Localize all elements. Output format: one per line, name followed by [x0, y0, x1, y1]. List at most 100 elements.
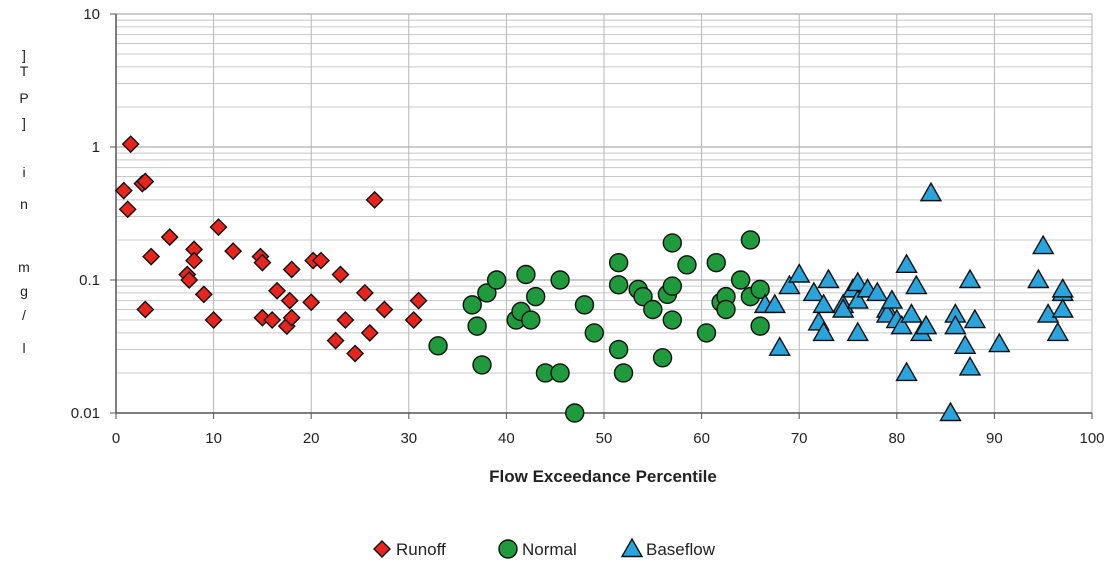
normal-point [521, 310, 541, 330]
baseflow-point [802, 281, 826, 302]
normal-point [706, 252, 726, 273]
baseflow-point [944, 314, 967, 335]
runoff-point [311, 251, 330, 270]
normal-point [662, 233, 683, 253]
runoff-point [136, 300, 155, 319]
baseflow-point [787, 263, 811, 283]
baseflow-point [905, 274, 928, 295]
y-label-char: i [22, 164, 25, 180]
legend-item-baseflow: Baseflow [620, 537, 716, 559]
baseflow-point [895, 253, 918, 274]
legend-baseflow-marker [620, 537, 644, 558]
runoff-point [375, 300, 394, 319]
baseflow-point [939, 401, 962, 422]
baseflow-point [778, 274, 801, 295]
runoff-point [204, 311, 223, 330]
x-tick-label: 50 [596, 430, 613, 447]
runoff-point [346, 344, 365, 363]
runoff-point [280, 291, 299, 310]
runoff-point [326, 331, 345, 350]
normal-point [525, 286, 546, 307]
normal-point [428, 336, 448, 356]
normal-point [584, 323, 604, 343]
runoff-point [404, 311, 423, 330]
legend: Runoff Normal Baseflow [373, 537, 716, 559]
baseflow-point [763, 293, 787, 314]
runoff-point [160, 228, 179, 247]
y-label-char: / [22, 307, 26, 323]
baseflow-point [1046, 321, 1070, 342]
runoff-point [253, 253, 272, 272]
legend-runoff-marker [373, 540, 391, 558]
runoff-point [118, 200, 137, 219]
legend-normal-label: Normal [522, 540, 577, 559]
y-tick-label: 0.01 [71, 405, 100, 422]
baseflow-point [846, 271, 869, 292]
normal-point [613, 363, 634, 383]
y-tick-label: 0.1 [79, 272, 100, 289]
baseflow-point [1051, 298, 1074, 318]
y-tick-label: 10 [83, 6, 100, 23]
axes [110, 13, 1093, 419]
y-label-bracket: ] [22, 47, 26, 63]
x-tick-label: 40 [498, 430, 515, 447]
baseflow-point [958, 356, 982, 376]
y-label-char: ] [22, 115, 26, 131]
runoff-point [302, 293, 321, 312]
x-tick-label: 70 [791, 430, 808, 447]
x-tick-label: 100 [1079, 430, 1104, 447]
baseflow-point [988, 332, 1011, 353]
x-tick-label: 0 [112, 430, 120, 447]
normal-point [633, 286, 653, 307]
baseflow-point [900, 303, 923, 323]
x-axis-label: Flow Exceedance Percentile [489, 467, 717, 486]
legend-normal-marker [498, 539, 518, 559]
runoff-point [180, 271, 199, 289]
runoff-point [365, 190, 384, 209]
runoff-point [142, 247, 161, 266]
y-label-char: g [20, 283, 28, 299]
normal-point [677, 255, 697, 275]
baseflow-point [846, 289, 869, 309]
baseflow-point [895, 361, 918, 382]
normal-point [574, 295, 595, 315]
normal-point [608, 275, 629, 295]
baseflow-point [1031, 234, 1055, 255]
normal-point [565, 403, 585, 423]
runoff-point [409, 291, 428, 310]
legend-runoff-label: Runoff [396, 540, 446, 559]
baseflow-point [1027, 268, 1050, 289]
x-tick-label: 90 [986, 430, 1003, 447]
normal-point [608, 252, 629, 273]
normal-point [608, 339, 629, 360]
series-runoff [114, 135, 428, 363]
data-points [114, 135, 1074, 423]
series-baseflow [753, 181, 1074, 422]
normal-point [550, 270, 570, 290]
runoff-point [209, 218, 228, 237]
baseflow-point [963, 308, 987, 329]
legend-baseflow-label: Baseflow [646, 540, 716, 559]
baseflow-point [866, 281, 889, 302]
x-tick-label: 60 [693, 430, 710, 447]
runoff-point [136, 172, 155, 191]
runoff-point [114, 181, 133, 200]
baseflow-point [958, 268, 982, 289]
series-normal [428, 230, 770, 423]
runoff-point [224, 242, 243, 261]
runoff-point [282, 308, 301, 327]
runoff-point [185, 251, 204, 270]
x-tick-label: 30 [400, 430, 417, 447]
baseflow-point [953, 334, 977, 355]
y-label-char: T [20, 63, 29, 79]
runoff-point [263, 311, 282, 330]
baseflow-point [846, 321, 869, 342]
x-tick-label: 20 [303, 430, 320, 447]
runoff-point [336, 311, 355, 330]
normal-point [662, 276, 683, 296]
normal-point [643, 299, 663, 320]
runoff-point [282, 260, 301, 279]
runoff-point [360, 323, 379, 342]
y-label-char: P [19, 90, 28, 106]
